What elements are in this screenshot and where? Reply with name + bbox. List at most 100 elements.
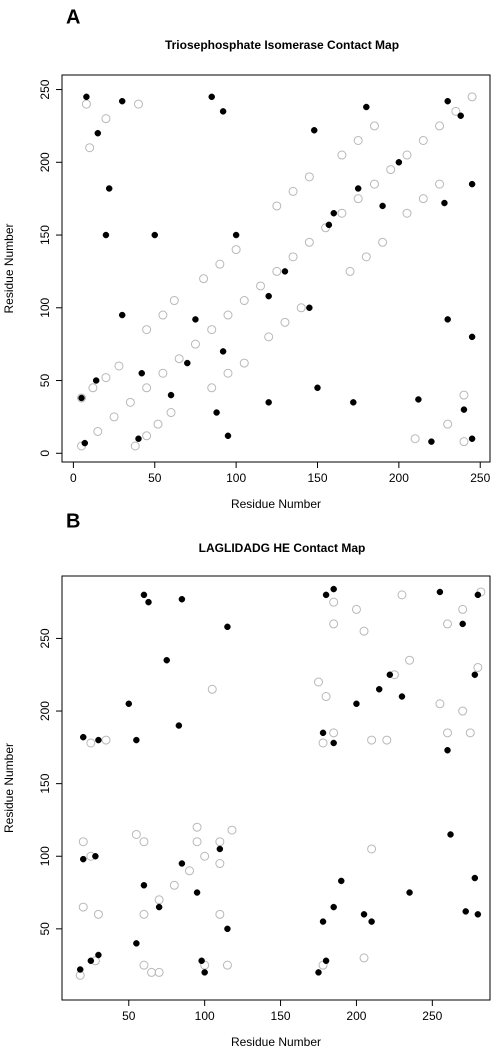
contact-filled [94, 129, 102, 137]
contact-open [86, 738, 96, 748]
contact-filled [167, 391, 175, 399]
contact-open [451, 106, 461, 116]
contact-open [318, 738, 328, 748]
contact-open [288, 186, 298, 196]
contact-filled [175, 722, 183, 729]
contact-filled [325, 221, 333, 229]
contact-filled [462, 908, 469, 915]
contact-filled [428, 438, 435, 445]
contact-filled [219, 108, 227, 115]
contact-open [192, 837, 202, 847]
y-axis-label: Residue Number [2, 223, 16, 313]
contact-open [397, 590, 407, 600]
x-tick-label: 250 [422, 1009, 442, 1023]
x-axis-label: Residue Number [231, 497, 321, 511]
contact-open [386, 165, 396, 175]
contact-open [459, 437, 469, 447]
contact-open [184, 866, 194, 876]
contact-open [207, 325, 217, 335]
contact-open [85, 143, 95, 153]
contact-filled [468, 435, 476, 442]
contact-open [215, 259, 225, 269]
contact-filled [102, 231, 110, 239]
contact-filled [319, 918, 327, 925]
contact-filled [398, 693, 406, 700]
contact-open [101, 114, 111, 124]
contact-open [435, 179, 445, 189]
contact-filled [468, 180, 476, 188]
contact-open [458, 604, 468, 614]
contact-open [125, 397, 135, 407]
contact-filled [81, 439, 89, 447]
contact-open [227, 825, 237, 835]
contact-open [231, 245, 241, 255]
contact-filled [436, 588, 444, 596]
contact-filled [151, 231, 159, 239]
contact-open [169, 296, 179, 306]
contact-filled [184, 359, 191, 367]
contact-open [222, 960, 232, 970]
contact-filled [155, 903, 163, 911]
contact-filled [118, 311, 126, 319]
x-tick-label: 200 [346, 1009, 366, 1023]
contact-filled [314, 384, 321, 392]
contact-open [139, 960, 149, 970]
contact-filled [133, 940, 140, 947]
contact-filled [338, 877, 345, 885]
y-tick-label: 250 [38, 628, 52, 648]
contact-filled [95, 951, 102, 959]
contact-open [93, 909, 103, 919]
contact-open [174, 354, 184, 364]
contact-open [443, 619, 453, 629]
contact-open [361, 252, 371, 262]
y-tick-label: 150 [38, 225, 52, 245]
contact-filled [406, 889, 413, 896]
contact-open [329, 597, 339, 607]
y-tick-label: 50 [38, 374, 52, 388]
contact-filled [444, 746, 451, 754]
contact-open [256, 281, 266, 291]
contact-open [369, 179, 379, 189]
x-tick-label: 50 [148, 471, 162, 485]
x-tick-label: 150 [271, 1009, 291, 1023]
contact-filled [265, 292, 272, 300]
contact-open [337, 208, 347, 218]
contact-open [190, 339, 200, 349]
panel-label: B [66, 510, 80, 532]
contact-open [264, 332, 274, 342]
contact-filled [330, 209, 338, 217]
contact-filled [459, 620, 466, 628]
contact-open [313, 677, 323, 687]
contact-open [467, 92, 477, 102]
contact-filled [105, 185, 113, 192]
contact-open [418, 135, 428, 145]
contact-filled [118, 97, 126, 105]
y-tick-label: 100 [38, 846, 52, 866]
contact-filled [83, 93, 90, 101]
x-tick-label: 100 [195, 1009, 215, 1023]
contact-filled [125, 700, 133, 708]
contact-filled [360, 911, 368, 918]
contact-filled [363, 103, 370, 111]
contact-open [215, 909, 225, 919]
contact-open [93, 426, 103, 436]
contact-filled [368, 918, 375, 925]
contact-filled [441, 199, 448, 207]
contact-filled [315, 969, 322, 976]
contact-filled [444, 316, 451, 323]
y-tick-label: 150 [38, 773, 52, 793]
contact-filled [330, 585, 337, 593]
contact-filled [265, 399, 272, 406]
contact-filled [192, 316, 199, 323]
contact-open [304, 172, 314, 182]
contact-open [239, 358, 249, 368]
contact-filled [208, 93, 215, 101]
contact-open [142, 431, 152, 441]
contact-open [443, 419, 453, 429]
contact-filled [145, 598, 152, 606]
contact-filled [193, 889, 201, 896]
contact-filled [319, 729, 327, 737]
x-axis-label: Residue Number [231, 1035, 321, 1049]
